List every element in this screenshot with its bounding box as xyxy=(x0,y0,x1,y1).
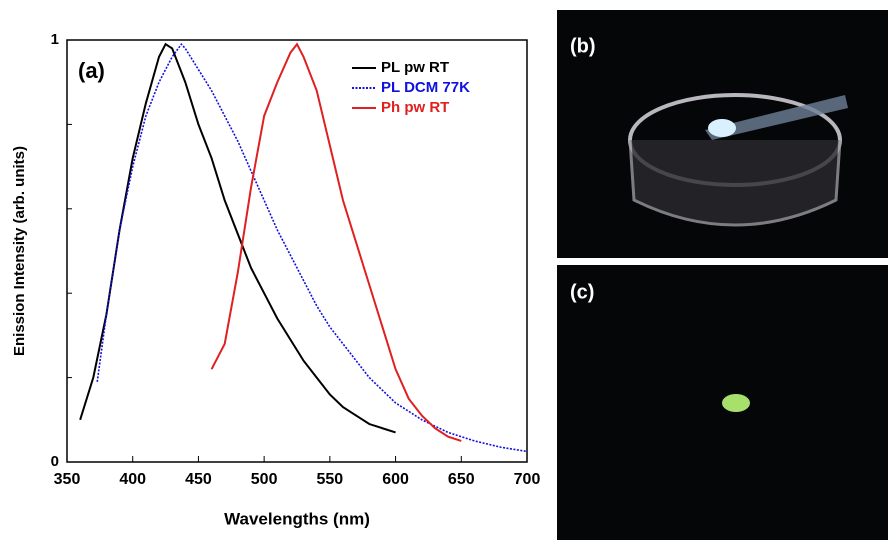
panel-label: (b) xyxy=(570,35,596,57)
photo-c: (c) xyxy=(557,265,888,540)
legend-label: Ph pw RT xyxy=(381,99,449,116)
photo-b: (b) xyxy=(557,10,888,258)
dish-body xyxy=(628,139,842,227)
series-line xyxy=(96,42,528,453)
x-tick-label: 700 xyxy=(514,471,541,488)
legend-label: PL pw RT xyxy=(381,59,449,76)
y-axis-label: Enission Intensity (arb. units) xyxy=(11,146,28,356)
series-line xyxy=(79,42,396,434)
spatula xyxy=(705,95,848,140)
y-tick-label: 1 xyxy=(51,31,59,48)
panel-label: (c) xyxy=(570,281,594,303)
plot-frame xyxy=(66,39,528,463)
x-tick-label: 550 xyxy=(317,471,344,488)
series-line xyxy=(210,42,462,442)
x-tick-label: 400 xyxy=(119,471,146,488)
glow-green xyxy=(722,394,750,412)
glow-blue xyxy=(708,119,736,137)
x-tick-label: 650 xyxy=(448,471,475,488)
panel-label: (a) xyxy=(78,58,105,83)
x-tick-label: 500 xyxy=(251,471,278,488)
x-tick-label: 350 xyxy=(54,471,81,488)
y-tick-label: 0 xyxy=(51,453,59,470)
x-tick-label: 600 xyxy=(382,471,409,488)
legend-label: PL DCM 77K xyxy=(381,79,470,96)
x-tick-label: 450 xyxy=(185,471,212,488)
x-axis-label: Wavelengths (nm) xyxy=(224,509,370,528)
